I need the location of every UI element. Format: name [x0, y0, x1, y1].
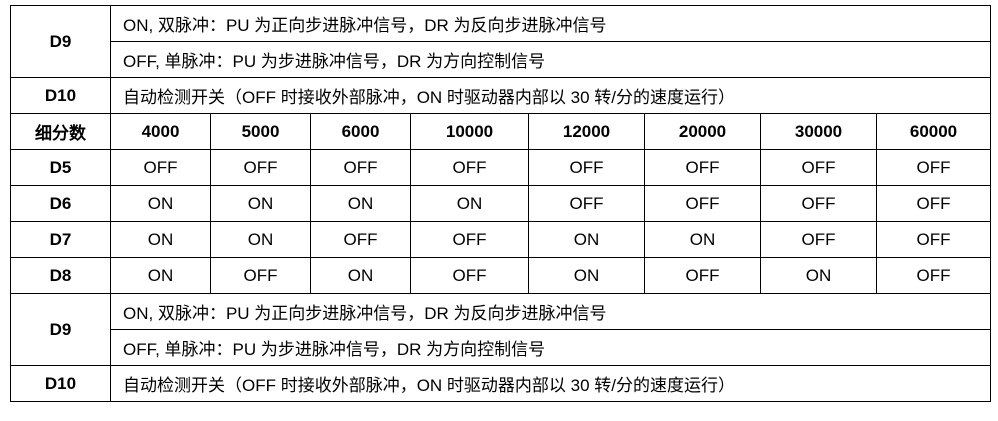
d10-text-bottom: 自动检测开关（OFF 时接收外部脉冲，ON 时驱动器内部以 30 转/分的速度运… [110, 365, 991, 402]
subdivision-value: 5000 [210, 113, 311, 150]
subdivision-value: 60000 [876, 113, 991, 150]
switch-state: OFF [210, 257, 311, 294]
switch-state: OFF [528, 185, 645, 222]
d9-on-text: ON, 双脉冲：PU 为正向步进脉冲信号，DR 为反向步进脉冲信号 [110, 5, 991, 42]
subdivision-header-row: 细分数 4000 5000 6000 10000 12000 20000 300… [10, 113, 991, 150]
switch-state: OFF [760, 185, 877, 222]
switch-row: D5 OFF OFF OFF OFF OFF OFF OFF OFF [10, 149, 991, 186]
switch-state: OFF [876, 149, 991, 186]
d9-on-text-bottom: ON, 双脉冲：PU 为正向步进脉冲信号，DR 为反向步进脉冲信号 [110, 293, 991, 330]
d10-label: D10 [10, 77, 111, 114]
switch-row: D8 ON OFF ON OFF ON OFF ON OFF [10, 257, 991, 294]
subdivision-value: 10000 [410, 113, 529, 150]
switch-state: OFF [310, 221, 411, 258]
switch-state: ON [110, 185, 211, 222]
switch-state: ON [210, 221, 311, 258]
switch-label: D7 [10, 221, 111, 258]
d9-off-text-bottom: OFF, 单脉冲：PU 为步进脉冲信号，DR 为方向控制信号 [110, 329, 991, 366]
switch-state: ON [410, 185, 529, 222]
switch-state: OFF [110, 149, 211, 186]
switch-state: ON [210, 185, 311, 222]
switch-state: ON [528, 221, 645, 258]
switch-state: ON [644, 221, 761, 258]
switch-state: OFF [876, 185, 991, 222]
switch-state: ON [760, 257, 877, 294]
switch-state: OFF [410, 221, 529, 258]
switch-state: OFF [644, 257, 761, 294]
switch-row: D6 ON ON ON ON OFF OFF OFF OFF [10, 185, 991, 222]
d9-label-bottom: D9 [10, 293, 111, 366]
switch-state: OFF [310, 149, 411, 186]
d10-label-bottom: D10 [10, 365, 111, 402]
switch-state: ON [310, 257, 411, 294]
switch-state: OFF [410, 149, 529, 186]
subdivision-value: 4000 [110, 113, 211, 150]
switch-label: D5 [10, 149, 111, 186]
d10-text: 自动检测开关（OFF 时接收外部脉冲，ON 时驱动器内部以 30 转/分的速度运… [110, 77, 991, 114]
dip-switch-table: D9 ON, 双脉冲：PU 为正向步进脉冲信号，DR 为反向步进脉冲信号 OFF,… [10, 5, 991, 402]
subdivision-value: 6000 [310, 113, 411, 150]
subdivision-value: 30000 [760, 113, 877, 150]
switch-state: OFF [528, 149, 645, 186]
switch-state: OFF [210, 149, 311, 186]
switch-row: D7 ON ON OFF OFF ON ON OFF OFF [10, 221, 991, 258]
switch-state: OFF [644, 185, 761, 222]
switch-state: ON [310, 185, 411, 222]
switch-state: ON [110, 257, 211, 294]
switch-state: OFF [876, 257, 991, 294]
switch-state: OFF [410, 257, 529, 294]
switch-label: D6 [10, 185, 111, 222]
subdivision-value: 12000 [528, 113, 645, 150]
switch-label: D8 [10, 257, 111, 294]
switch-state: OFF [760, 221, 877, 258]
switch-state: OFF [876, 221, 991, 258]
d9-off-text: OFF, 单脉冲：PU 为步进脉冲信号，DR 为方向控制信号 [110, 41, 991, 78]
switch-state: ON [110, 221, 211, 258]
subdivision-value: 20000 [644, 113, 761, 150]
switch-state: OFF [760, 149, 877, 186]
subdivision-label: 细分数 [10, 113, 111, 150]
d9-label: D9 [10, 5, 111, 78]
switch-state: OFF [644, 149, 761, 186]
switch-state: ON [528, 257, 645, 294]
